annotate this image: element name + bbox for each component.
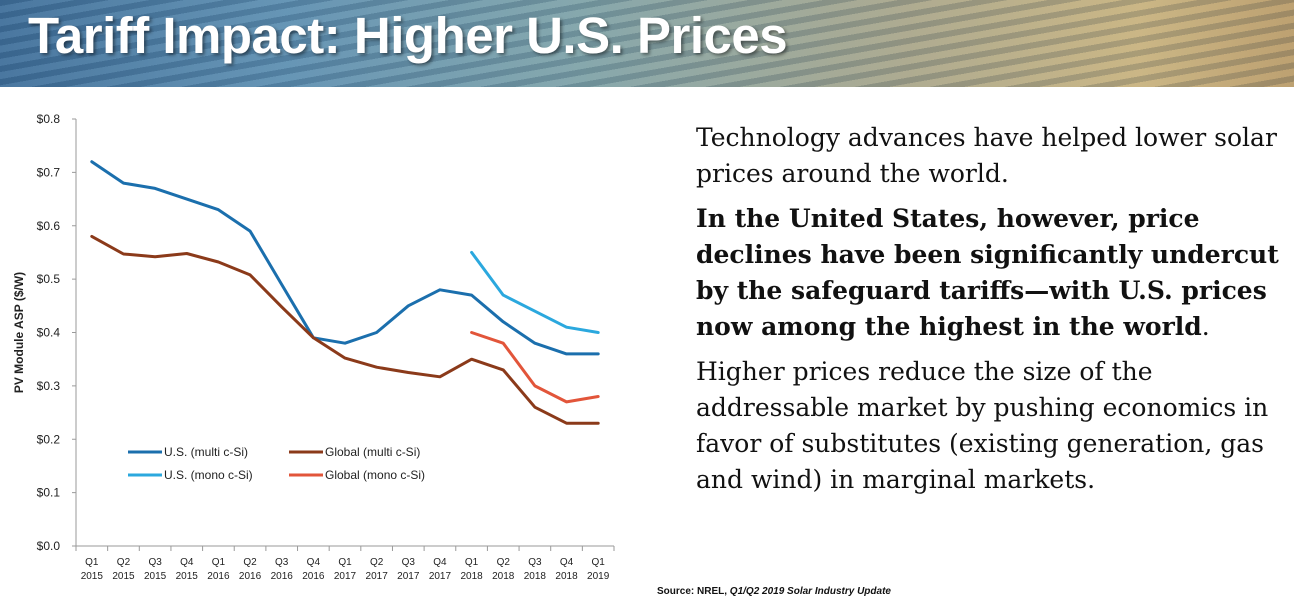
x-tick-label-year: 2017 — [334, 571, 357, 582]
y-tick-label: $0.3 — [37, 379, 61, 393]
y-tick-label: $0.7 — [37, 165, 61, 179]
x-tick-label-year: 2016 — [271, 571, 294, 582]
x-tick-label-quarter: Q1 — [465, 557, 479, 568]
x-tick-label-quarter: Q4 — [180, 557, 194, 568]
x-tick-label-year: 2018 — [460, 571, 483, 582]
source-citation: Source: NREL, Q1/Q2 2019 Solar Industry … — [657, 586, 891, 597]
price-line-chart: $0.0 $0.1 $0.2 $0.3 $0.4 $0.5 $0.6 $0.7 $0.8 PV M… — [12, 112, 615, 582]
legend-label: U.S. (mono c-Si) — [164, 468, 253, 482]
x-tick-label-year: 2015 — [176, 571, 199, 582]
legend-label: Global (mono c-Si) — [325, 468, 425, 482]
x-tick-label-year: 2015 — [112, 571, 135, 582]
source-title: Q1/Q2 2019 Solar Industry Update — [729, 586, 891, 597]
x-tick-label-year: 2015 — [81, 571, 104, 582]
series-line-2 — [470, 250, 600, 334]
page-title: Tariff Impact: Higher U.S. Prices — [28, 7, 788, 64]
x-tick-label-quarter: Q3 — [402, 557, 416, 568]
x-tick-label-quarter: Q2 — [370, 557, 384, 568]
x-tick-label-quarter: Q1 — [592, 557, 606, 568]
x-tick-label-quarter: Q2 — [117, 557, 131, 568]
x-tick-label-quarter: Q1 — [85, 557, 99, 568]
series-line-0 — [90, 160, 600, 356]
paragraph-tariffs-bold: In the United States, however, price dec… — [696, 204, 1279, 341]
x-tick-label-year: 2017 — [397, 571, 420, 582]
y-tick-label: $0.8 — [37, 112, 61, 126]
x-tick-label-year: 2016 — [239, 571, 262, 582]
x-tick-label-year: 2017 — [429, 571, 452, 582]
x-tick-label-year: 2018 — [492, 571, 515, 582]
x-tick-label-year: 2015 — [144, 571, 167, 582]
x-tick-label-quarter: Q2 — [497, 557, 511, 568]
y-tick-label: $0.2 — [37, 432, 61, 446]
series-line-3 — [470, 331, 600, 404]
x-tick-label-year: 2016 — [302, 571, 325, 582]
legend-label: Global (multi c-Si) — [325, 445, 420, 459]
paragraph-technology: Technology advances have helped lower so… — [696, 123, 1277, 188]
x-tick-label-quarter: Q4 — [433, 557, 447, 568]
x-tick-label-quarter: Q1 — [212, 557, 226, 568]
x-tick-label-year: 2017 — [366, 571, 389, 582]
x-tick-label-quarter: Q4 — [560, 557, 574, 568]
x-tick-label-year: 2018 — [555, 571, 578, 582]
x-tick-label-quarter: Q3 — [275, 557, 289, 568]
x-tick-label-quarter: Q3 — [528, 557, 542, 568]
paragraph-tariffs-period: . — [1201, 312, 1210, 341]
y-tick-label: $0.5 — [37, 272, 61, 286]
legend-label: U.S. (multi c-Si) — [164, 445, 248, 459]
x-tick-label-quarter: Q2 — [243, 557, 257, 568]
source-prefix: Source: NREL, — [657, 586, 730, 597]
header-banner: Tariff Impact: Higher U.S. Prices — [0, 0, 1294, 87]
solar-panel-background — [0, 0, 1294, 87]
x-tick-label-year: 2016 — [207, 571, 230, 582]
paragraph-tariffs: In the United States, however, price dec… — [696, 201, 1286, 345]
x-tick-label-quarter: Q1 — [338, 557, 352, 568]
y-tick-label: $0.1 — [37, 486, 61, 500]
series-line-1 — [90, 234, 600, 425]
x-tick-label-quarter: Q4 — [307, 557, 321, 568]
y-tick-label: $0.4 — [37, 326, 61, 340]
x-tick-label-year: 2019 — [587, 571, 610, 582]
y-axis-title: PV Module ASP ($/W) — [12, 272, 26, 393]
x-tick-label-year: 2018 — [524, 571, 547, 582]
x-tick-label-quarter: Q3 — [148, 557, 162, 568]
y-tick-label: $0.0 — [37, 539, 61, 553]
y-tick-label: $0.6 — [37, 219, 61, 233]
text-panel: Technology advances have helped lower so… — [696, 120, 1286, 498]
paragraph-higher-prices: Higher prices reduce the size of the add… — [696, 357, 1269, 494]
